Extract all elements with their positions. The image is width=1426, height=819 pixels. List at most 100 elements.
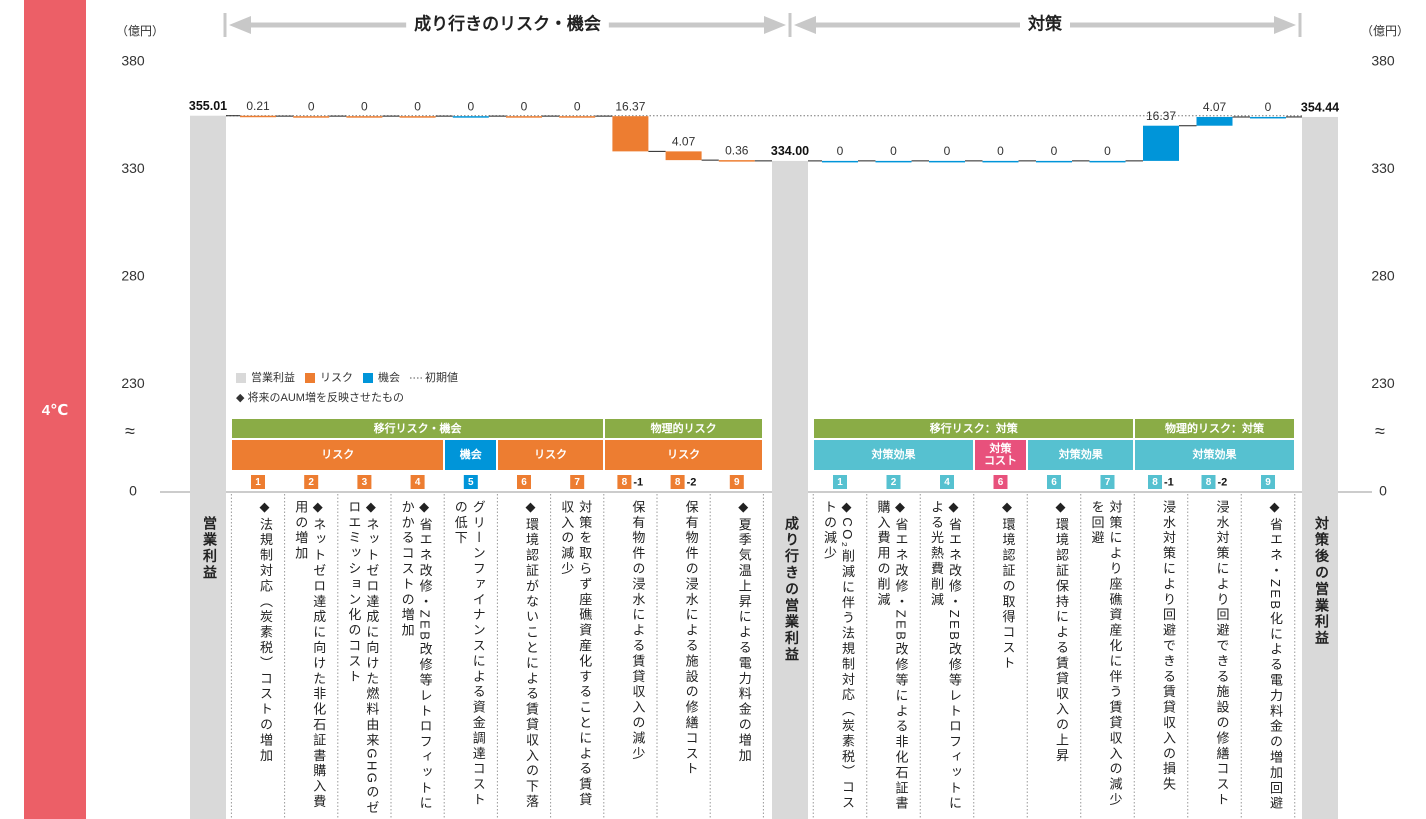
- sub-header-text: 対策: [989, 443, 1012, 455]
- badge-label: 8: [1152, 477, 1158, 488]
- step-bar: [822, 160, 858, 163]
- badge: [617, 475, 632, 489]
- axis-break: ≈: [125, 421, 135, 441]
- description: 保有物件の浸水による施設の修繕コスト: [683, 500, 699, 778]
- badge: [886, 475, 901, 489]
- badge: [670, 475, 685, 489]
- legend-label: リスク: [320, 371, 353, 384]
- value-label: 4.07: [1203, 100, 1227, 114]
- unit-right: （億円）: [1361, 24, 1409, 38]
- section-label: 対策: [1027, 13, 1063, 33]
- step-bar: [293, 116, 330, 118]
- badge-label: 8: [622, 477, 628, 488]
- value-label: 0: [837, 144, 844, 158]
- legend-label: 機会: [378, 370, 400, 384]
- sub-header: リスク: [232, 440, 444, 470]
- badge: [1148, 475, 1162, 489]
- y2-tick-label: 330: [1371, 160, 1395, 176]
- legend-swatch: [305, 373, 315, 383]
- sub-header-text: 対策効果: [1192, 449, 1237, 461]
- arrow-head: [1274, 16, 1296, 34]
- total-bar: [772, 160, 808, 819]
- description: ◆夏季気温上昇による電力料金の増加: [736, 500, 752, 764]
- badge: [357, 475, 372, 489]
- section-label-bg: [1020, 13, 1070, 37]
- category-header: 移行リスク・機会: [232, 419, 603, 438]
- sidebar: [24, 0, 86, 819]
- badge-label: 4: [944, 477, 950, 488]
- total-bar: [190, 115, 226, 819]
- step-bar: [929, 160, 965, 163]
- y-tick-label: 230: [121, 375, 145, 391]
- step-bar: [1196, 116, 1233, 126]
- arrow-head: [794, 16, 816, 34]
- y-tick-label: 280: [121, 268, 145, 284]
- step-bar: [1036, 160, 1072, 163]
- description: ◆法規制対応（炭素税）コストの増加: [258, 500, 273, 764]
- y-tick-label: 380: [121, 53, 145, 69]
- step-bar: [665, 151, 702, 161]
- axis-break: ≈: [1375, 421, 1385, 441]
- badge-suffix: -1: [1164, 476, 1174, 488]
- sub-header: 対策効果: [1028, 440, 1134, 470]
- arrow-head: [229, 16, 251, 34]
- value-label: 0: [467, 99, 474, 113]
- badge-label: 1: [837, 477, 843, 488]
- step-bar: [875, 160, 912, 163]
- unit-left: （億円）: [116, 24, 164, 38]
- sub-header-text: リスク: [534, 449, 568, 461]
- step-bar: [1143, 125, 1179, 161]
- total-label: 対策後の営業利益: [1314, 516, 1330, 648]
- value-label: 4.07: [672, 135, 696, 149]
- badge-label: 2: [308, 477, 314, 488]
- step-bar: [240, 115, 276, 118]
- description: ◆CO₂削減に伴う法規制対応（炭素税）コストの減少: [822, 500, 855, 811]
- step-bar: [452, 116, 489, 118]
- badge-label: 2: [891, 477, 897, 488]
- badge: [729, 475, 744, 489]
- badge: [1047, 475, 1061, 489]
- step-bar: [612, 116, 649, 152]
- badge: [463, 475, 478, 489]
- sub-header-text: コスト: [984, 455, 1017, 467]
- sub-header-text: リスク: [321, 449, 355, 461]
- step-bar: [1250, 116, 1286, 119]
- step-bar: [1089, 160, 1126, 163]
- arrow-head: [764, 16, 786, 34]
- value-label: 0: [890, 144, 897, 158]
- total-label: 成り行きの営業利益: [784, 516, 800, 664]
- badge: [940, 475, 954, 489]
- scenario-label: 4℃: [42, 402, 69, 419]
- badge-suffix: -1: [633, 476, 643, 488]
- legend-label: 初期値: [425, 370, 458, 384]
- badge-label: 8: [675, 477, 681, 488]
- value-label: 0: [1051, 144, 1058, 158]
- badge-label: 1: [255, 477, 261, 488]
- step-bar: [982, 160, 1019, 163]
- value-label: 16.37: [1146, 109, 1176, 123]
- badge: [993, 475, 1008, 489]
- badge-label: 5: [468, 477, 474, 488]
- badge-label: 6: [998, 477, 1004, 488]
- description: ◆環境認証保持による賃貸収入の上昇: [1054, 500, 1069, 764]
- value-label: 0.36: [725, 143, 749, 157]
- description: ◆環境認証がないことによる賃貸収入の下落: [524, 500, 539, 810]
- legend-swatch: [236, 373, 246, 383]
- value-label: 0: [574, 99, 581, 113]
- step-bar: [399, 116, 436, 118]
- sub-header: リスク: [498, 440, 603, 470]
- legend-swatch: [363, 373, 373, 383]
- description: 浸水対策により回避できる賃貸収入の損失: [1161, 500, 1176, 793]
- badge-label: 3: [362, 477, 368, 488]
- value-label: 0: [1265, 100, 1272, 114]
- step-bar: [506, 116, 542, 118]
- description: グリーンファイナンスによる資金調達コストの低下: [452, 500, 486, 808]
- category-header: 移行リスク：対策: [814, 419, 1134, 438]
- sub-header: 機会: [445, 440, 497, 470]
- badge: [570, 475, 585, 489]
- total-value: 355.01: [189, 99, 227, 113]
- description: ◆省エネ改修・ZEB改修等による非化石証書購入費用の削減: [875, 500, 909, 812]
- value-label: 0.21: [246, 99, 270, 113]
